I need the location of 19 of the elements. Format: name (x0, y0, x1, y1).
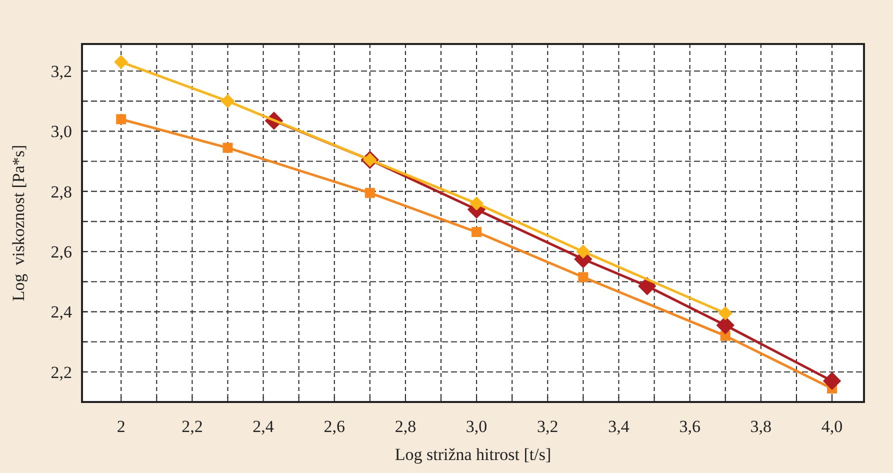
x-tick-label: 3,8 (750, 417, 772, 436)
x-tick-label: 2,6 (324, 417, 345, 436)
y-tick-label: 2,6 (50, 242, 72, 262)
y-tick-label: 3,0 (50, 122, 72, 142)
y-tick-label: 2,2 (50, 362, 72, 382)
x-axis-title: Log strižna hitrost [t/s] (394, 445, 552, 464)
x-tick-label: 2,4 (252, 417, 274, 436)
y-tick-label: 2,4 (50, 302, 72, 322)
x-tick-label: 4,0 (821, 417, 843, 436)
y-tick-label: 3,2 (50, 62, 72, 82)
x-tick-label: 2,2 (182, 417, 203, 436)
x-tick-label: 2 (116, 417, 126, 436)
x-tick-label: 2,8 (394, 417, 416, 436)
y-axis-title: Log viskoznost [Pa*s] (9, 144, 28, 302)
x-tick-label: 3,4 (608, 417, 630, 436)
x-tick-label: 3,6 (679, 417, 700, 436)
x-tick-label: 3,2 (537, 417, 558, 436)
x-tick-label: 3,0 (466, 417, 488, 436)
y-tick-label: 2,8 (50, 182, 72, 202)
